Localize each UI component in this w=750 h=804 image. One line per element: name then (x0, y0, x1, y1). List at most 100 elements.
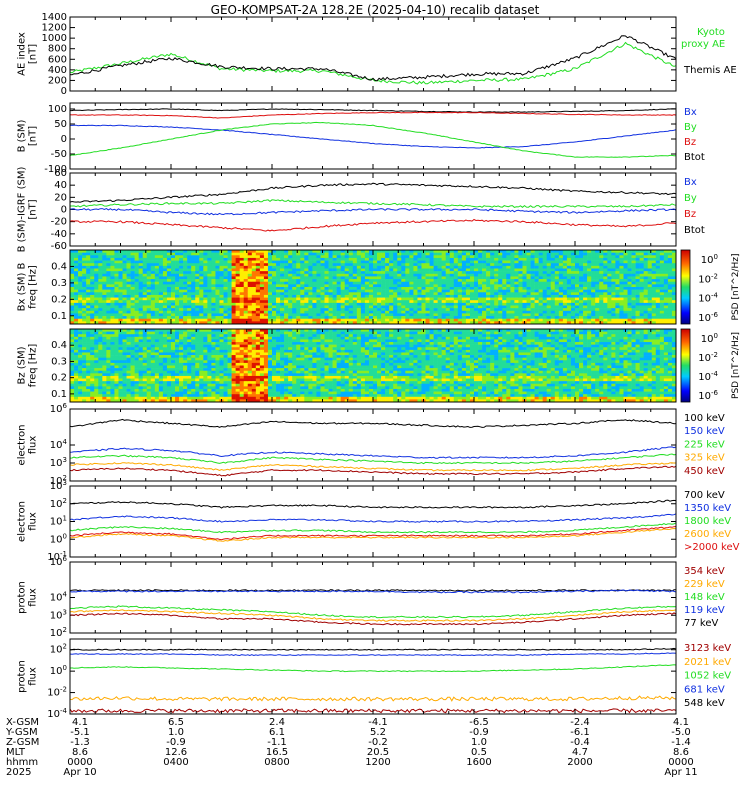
spectrogram-cell (434, 311, 438, 314)
spectrogram-cell (490, 316, 494, 319)
spectrogram-cell (82, 263, 86, 266)
spectrogram-cell (385, 263, 389, 266)
spectrogram-cell (373, 319, 377, 322)
spectrogram-cell (300, 263, 304, 266)
spectrogram-cell (559, 266, 563, 269)
spectrogram-cell (430, 274, 434, 277)
spectrogram-cell (284, 284, 288, 287)
spectrogram-cell (86, 394, 90, 397)
spectrogram-cell (365, 255, 369, 258)
spectrogram-cell (325, 308, 329, 311)
spectrogram-cell (632, 276, 636, 279)
spectrogram-cell (82, 261, 86, 264)
spectrogram-cell (199, 266, 203, 269)
spectrogram-cell (656, 316, 660, 319)
spectrogram-cell (361, 316, 365, 319)
spectrogram-cell (551, 298, 555, 301)
spectrogram-cell (90, 313, 94, 316)
spectrogram-cell (86, 358, 90, 361)
spectrogram-cell (98, 306, 102, 309)
spectrogram-cell (90, 363, 94, 366)
spectrogram-cell (365, 313, 369, 316)
spectrogram-cell (118, 300, 122, 303)
spectrogram-cell (575, 292, 579, 295)
spectrogram-cell (381, 316, 385, 319)
spectrogram-cell (98, 295, 102, 298)
spectrogram-cell (571, 316, 575, 319)
spectrogram-cell (583, 290, 587, 293)
spectrogram-cell (482, 276, 486, 279)
spectrogram-cell (535, 255, 539, 258)
spectrogram-cell (272, 298, 276, 301)
spectrogram-cell (151, 311, 155, 314)
spectrogram-cell (377, 313, 381, 316)
spectrogram-cell (632, 295, 636, 298)
spectrogram-cell (228, 263, 232, 266)
spectrogram-cell (599, 279, 603, 282)
spectrogram-cell (619, 290, 623, 293)
spectrogram-cell (357, 313, 361, 316)
spectrogram-cell (349, 266, 353, 269)
spectrogram-cell (531, 319, 535, 322)
spectrogram-cell (102, 371, 106, 374)
spectrogram-cell (341, 308, 345, 311)
spectrogram-cell (632, 308, 636, 311)
spectrogram-cell (183, 303, 187, 306)
spectrogram-cell (644, 313, 648, 316)
spectrogram-cell (248, 313, 252, 316)
spectrogram-cell (522, 261, 526, 264)
spectrogram-cell (98, 363, 102, 366)
spectrogram-cell (482, 298, 486, 301)
spectrogram-cell (636, 306, 640, 309)
spectrogram-cell (640, 271, 644, 274)
spectrogram-cell (417, 303, 421, 306)
spectrogram-cell (579, 306, 583, 309)
spectrogram-cell (369, 284, 373, 287)
spectrogram-cell (623, 261, 627, 264)
spectrogram-cell (106, 311, 110, 314)
spectrogram-cell (462, 306, 466, 309)
spectrogram-cell (357, 311, 361, 314)
spectrogram-cell (413, 290, 417, 293)
spectrogram-cell (219, 258, 223, 261)
spectrogram-cell (583, 279, 587, 282)
spectrogram-cell (106, 350, 110, 353)
spectrogram-cell (70, 284, 74, 287)
spectrogram-cell (539, 311, 543, 314)
spectrogram-cell (454, 253, 458, 256)
spectrogram-cell (264, 258, 268, 261)
spectrogram-cell (86, 269, 90, 272)
spectrogram-cell (123, 316, 127, 319)
spectrogram-cell (248, 319, 252, 322)
spectrogram-cell (543, 295, 547, 298)
spectrogram-cell (543, 313, 547, 316)
spectrogram-cell (114, 358, 118, 361)
spectrogram-cell (106, 284, 110, 287)
spectrogram-cell (385, 269, 389, 272)
spectrogram-cell (163, 258, 167, 261)
spectrogram-cell (280, 276, 284, 279)
spectrogram-cell (474, 274, 478, 277)
spectrogram-cell (454, 290, 458, 293)
spectrogram-cell (264, 266, 268, 269)
spectrogram-cell (409, 269, 413, 272)
spectrogram-cell (256, 319, 260, 322)
spectrogram-cell (619, 269, 623, 272)
spectrogram-cell (167, 308, 171, 311)
spectrogram-cell (575, 282, 579, 285)
spectrogram-cell (102, 266, 106, 269)
spectrogram-cell (510, 271, 514, 274)
spectrogram-cell (417, 306, 421, 309)
spectrogram-cell (559, 279, 563, 282)
spectrogram-cell (102, 339, 106, 342)
spectrogram-cell (123, 334, 127, 337)
spectrogram-cell (70, 350, 74, 353)
spectrogram-cell (502, 298, 506, 301)
spectrogram-cell (454, 300, 458, 303)
spectrogram-cell (619, 298, 623, 301)
spectrogram-cell (139, 287, 143, 290)
spectrogram-cell (240, 300, 244, 303)
spectrogram-cell (147, 253, 151, 256)
spectrogram-cell (555, 319, 559, 322)
spectrogram-cell (470, 295, 474, 298)
